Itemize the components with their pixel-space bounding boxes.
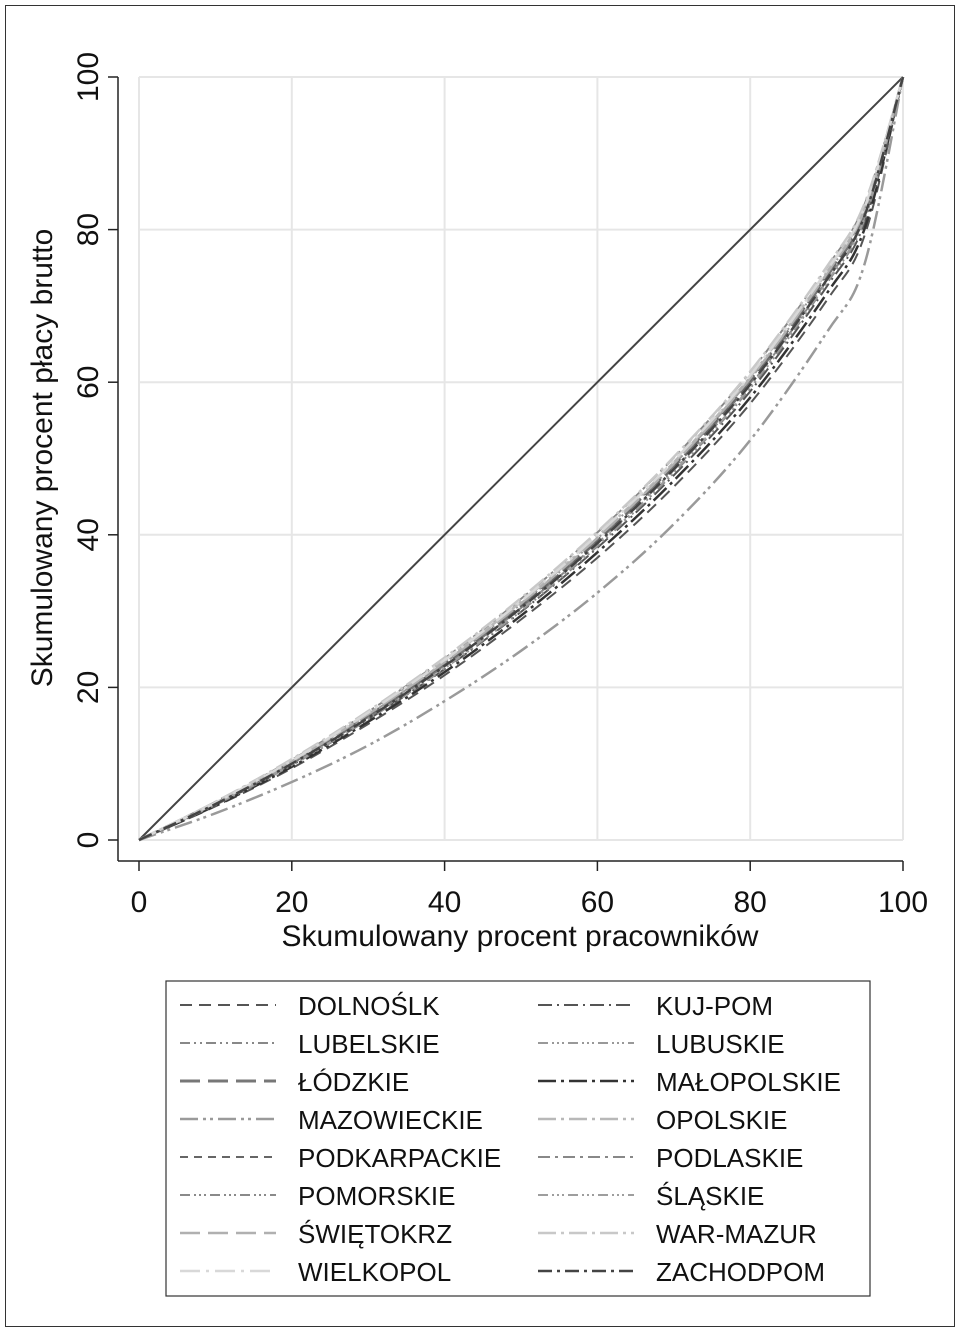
legend-label: LUBELSKIE xyxy=(298,1029,440,1059)
y-tick-label: 100 xyxy=(72,52,105,102)
legend-label: LUBUSKIE xyxy=(656,1029,785,1059)
legend-label: PODLASKIE xyxy=(656,1143,803,1173)
legend: DOLNOŚLK KUJ-POM LUBELSKIE LUBUSKIE ŁÓDZKIE M… xyxy=(180,991,841,1287)
legend-label: WAR-MAZUR xyxy=(656,1219,817,1249)
legend-label: ŚWIĘTOKRZ xyxy=(298,1219,452,1249)
legend-label: ŚLĄSKIE xyxy=(656,1181,764,1211)
legend-box xyxy=(165,980,871,1297)
legend-label: KUJ-POM xyxy=(656,991,773,1021)
legend-label: MAZOWIECKIE xyxy=(298,1105,483,1135)
legend-label: MAŁOPOLSKIE xyxy=(656,1067,841,1097)
y-tick-label: 40 xyxy=(72,518,105,551)
x-tick-label: 40 xyxy=(428,886,461,919)
series-line-świętokrz xyxy=(138,76,905,842)
series-line-małopolskie xyxy=(138,76,905,842)
legend-label: DOLNOŚLK xyxy=(298,991,440,1021)
y-tick-label: 20 xyxy=(72,671,105,704)
x-tick-label: 20 xyxy=(275,886,308,919)
x-tick-label: 100 xyxy=(878,886,928,919)
series-line-podlaskie xyxy=(138,76,904,841)
legend-label: PODKARPACKIE xyxy=(298,1143,501,1173)
series-line-zachodpom xyxy=(138,76,905,842)
series-line-kuj-pom xyxy=(138,76,904,841)
x-axis-label: Skumulowany procent pracowników xyxy=(282,920,759,953)
series-lines xyxy=(138,76,905,842)
x-tick-label: 80 xyxy=(734,886,767,919)
y-tick-label: 80 xyxy=(72,213,105,246)
series-line-wielkopol xyxy=(138,76,905,842)
axes xyxy=(117,77,903,862)
series-line-war-mazur xyxy=(138,76,905,842)
x-tick-label: 0 xyxy=(131,886,148,919)
legend-label: OPOLSKIE xyxy=(656,1105,788,1135)
equality-line xyxy=(138,76,904,841)
grid-lines xyxy=(138,76,904,841)
legend-label: POMORSKIE xyxy=(298,1181,455,1211)
legend-label: WIELKOPOL xyxy=(298,1257,451,1287)
y-axis-label: Skumulowany procent płacy brutto xyxy=(26,229,59,688)
legend-label: ŁÓDZKIE xyxy=(298,1067,409,1097)
y-tick-label: 60 xyxy=(72,366,105,399)
x-tick-label: 60 xyxy=(581,886,614,919)
y-tick-label: 0 xyxy=(72,832,105,849)
series-line-dolnoślk xyxy=(138,76,904,841)
series-line-mazowieckie xyxy=(138,76,905,842)
legend-label: ZACHODPOM xyxy=(656,1257,825,1287)
tick-labels: 0 20 40 60 80 100 0 20 40 60 80 100 xyxy=(72,52,928,919)
